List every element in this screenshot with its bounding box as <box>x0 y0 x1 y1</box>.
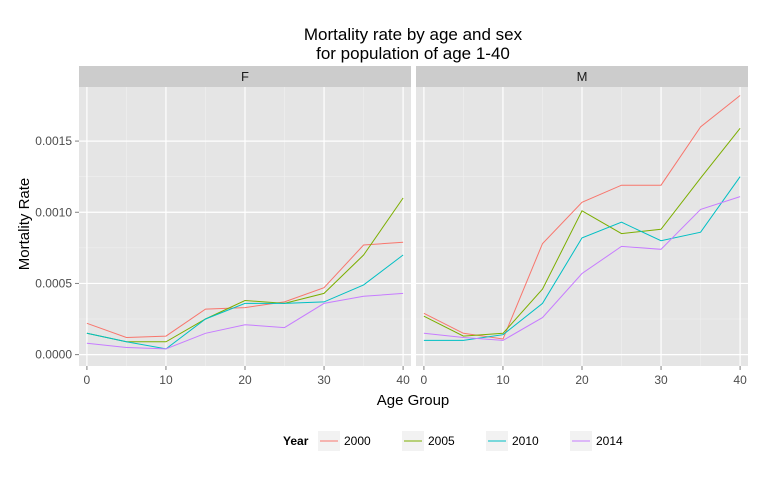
chart-title-line-2: for population of age 1-40 <box>316 44 510 63</box>
x-tick-label: 40 <box>733 373 747 387</box>
facet-panels: F 0 10 20 30 40 0.0000 0.0005 0.0010 0.0015 M 0 10 20… <box>35 66 748 387</box>
y-tick-label: 0.0000 <box>35 348 72 362</box>
series-line-M-2005 <box>423 127 741 337</box>
x-tick-label: 10 <box>496 373 510 387</box>
legend: Year 2000 2005 2010 2014 <box>283 431 623 451</box>
facet-F: F 0 10 20 30 40 0.0000 0.0005 0.0010 0.0015 <box>35 66 411 387</box>
x-tick-label: 20 <box>575 373 589 387</box>
series-line-M-2014 <box>423 196 741 341</box>
series-line-F-2014 <box>86 292 404 350</box>
facet-M: M 0 10 20 30 40 <box>416 66 748 387</box>
legend-label: 2014 <box>596 434 623 448</box>
legend-label: 2000 <box>344 434 371 448</box>
x-tick-label: 0 <box>84 373 91 387</box>
facet-strip-label: M <box>577 69 588 84</box>
legend-item-2014: 2014 <box>570 431 623 451</box>
y-tick-label: 0.0015 <box>35 134 72 148</box>
x-tick-label: 40 <box>396 373 410 387</box>
y-tick-label: 0.0005 <box>35 276 72 290</box>
y-tick-label: 0.0010 <box>35 205 72 219</box>
x-tick-label: 10 <box>159 373 173 387</box>
x-tick-label: 30 <box>654 373 668 387</box>
chart-title-line-1: Mortality rate by age and sex <box>304 25 523 44</box>
legend-label: 2010 <box>512 434 539 448</box>
x-tick-label: 0 <box>421 373 428 387</box>
x-tick-label: 20 <box>238 373 252 387</box>
facet-strip-label: F <box>241 69 249 84</box>
x-tick-label: 30 <box>317 373 331 387</box>
legend-title: Year <box>283 434 309 448</box>
series-line-F-2010 <box>86 254 404 350</box>
legend-item-2005: 2005 <box>402 431 455 451</box>
series-line-F-2000 <box>86 241 404 339</box>
legend-item-2000: 2000 <box>318 431 371 451</box>
facet-strip <box>416 66 748 87</box>
legend-label: 2005 <box>428 434 455 448</box>
series-line-F-2005 <box>86 197 404 343</box>
y-axis-title: Mortality Rate <box>16 178 33 271</box>
legend-item-2010: 2010 <box>486 431 539 451</box>
facet-strip <box>79 66 411 87</box>
x-axis-title: Age Group <box>377 392 450 409</box>
